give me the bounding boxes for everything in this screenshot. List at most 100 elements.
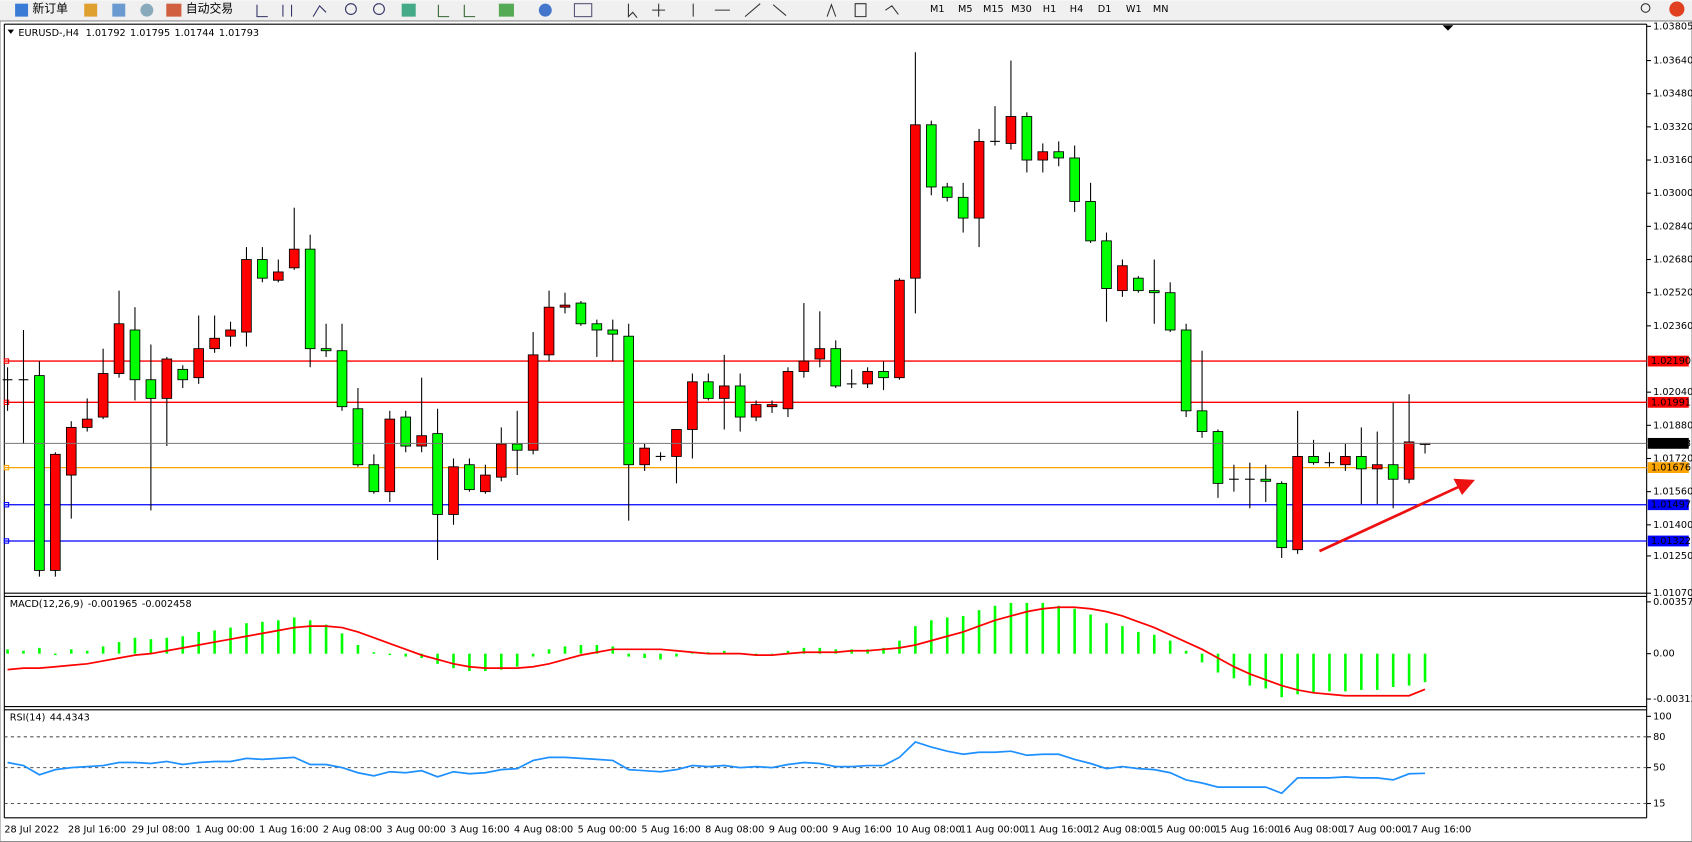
x-tick-label: 8 Aug 08:00 [705, 825, 764, 836]
candle-body [926, 124, 937, 188]
candle-body [639, 447, 650, 466]
level-marker [3, 502, 10, 508]
candle-body [97, 373, 109, 418]
alerts[interactable] [1669, 1, 1685, 17]
timeframe-button[interactable]: M15 [983, 4, 1004, 15]
tool-icon[interactable] [140, 3, 154, 17]
macd-bar [404, 653, 408, 657]
candle-body [320, 348, 332, 352]
x-tick-label: 15 Aug 16:00 [1215, 825, 1280, 836]
level-price-box [1647, 462, 1689, 474]
candle-body [511, 443, 523, 451]
timeframe-button[interactable]: MN [1153, 4, 1169, 15]
candle-body [400, 416, 412, 447]
macd-bar [627, 653, 630, 657]
macd-bar [515, 653, 519, 667]
candle-body [113, 323, 125, 374]
candle-body [304, 248, 316, 350]
periods[interactable] [538, 3, 552, 17]
candle-body [193, 348, 204, 379]
candle-body [1260, 478, 1272, 482]
candle-body [1069, 157, 1080, 202]
macd-bar [1105, 623, 1108, 654]
candle-body [480, 474, 491, 493]
templates[interactable] [573, 3, 593, 18]
candle-body [973, 140, 985, 219]
candle-body [495, 443, 507, 478]
timeframe-button[interactable]: M5 [958, 4, 973, 15]
candle-body [257, 259, 268, 279]
timeframe-button[interactable]: H1 [1043, 4, 1056, 15]
candle-body [432, 433, 443, 515]
x-tick-label: 10 Aug 08:00 [896, 825, 961, 836]
macd-title: MACD(12,26,9) [10, 599, 84, 610]
tile-windows[interactable] [401, 3, 416, 17]
candle-body [559, 304, 571, 308]
chart-type-icons[interactable] [256, 4, 327, 18]
candle-body [575, 302, 587, 325]
x-tick-label: 5 Aug 16:00 [641, 825, 700, 836]
macd-bar [1248, 653, 1252, 686]
open: 1.01792 [86, 28, 126, 39]
tool-icon[interactable] [84, 3, 98, 17]
rsi-header: RSI(14) 44.4343 [10, 712, 90, 723]
macd-bar [245, 623, 248, 654]
candle-body [1085, 201, 1096, 242]
timeframe-button[interactable]: W1 [1126, 4, 1142, 15]
tool-icon[interactable] [112, 3, 126, 17]
macd-header: MACD(12,26,9) -0.001965 -0.002458 [10, 599, 192, 610]
candle-body [225, 329, 236, 337]
macd-bar [1216, 653, 1220, 673]
y-tick-label: 0.003573 [1653, 597, 1692, 608]
zoom-in[interactable] [344, 3, 357, 16]
macd-bar [1375, 653, 1379, 690]
timeframe-button[interactable]: H4 [1070, 4, 1083, 15]
zoom-out[interactable] [373, 3, 385, 16]
candle-body [607, 329, 619, 335]
macd-bar [1200, 653, 1204, 663]
menu-arrow[interactable] [7, 29, 15, 34]
x-tick-label: 5 Aug 00:00 [578, 825, 637, 836]
candle-body [1356, 455, 1367, 470]
macd-bar [1089, 614, 1092, 654]
x-tick-label: 1 Aug 00:00 [195, 825, 254, 836]
candle-body [1403, 441, 1415, 480]
candle-body [352, 408, 364, 466]
candle-body [1148, 290, 1160, 294]
macd-bar [388, 653, 392, 656]
drawing-tools[interactable] [627, 3, 899, 19]
macd-bar [722, 650, 726, 654]
new-order-icon[interactable] [15, 3, 29, 17]
y-tick-label: 1.03640 [1653, 56, 1692, 67]
candle-body [1005, 116, 1017, 144]
auto-trading-icon[interactable] [166, 3, 182, 17]
indicators[interactable] [498, 3, 514, 17]
scroll-icons[interactable] [437, 4, 476, 18]
candle-body [336, 350, 348, 408]
candle-body [766, 404, 778, 408]
new-order-button[interactable]: 新订单 [32, 2, 68, 16]
timeframe-button[interactable]: M1 [930, 4, 945, 15]
search[interactable] [1640, 3, 1651, 13]
candle-body [384, 418, 396, 493]
timeframe-button[interactable]: D1 [1098, 4, 1112, 15]
macd-bar [38, 647, 41, 654]
macd-bar [197, 631, 200, 654]
candle-body [448, 466, 459, 515]
candle-body [161, 358, 173, 399]
macd-bar [1312, 653, 1315, 693]
shift-marker[interactable] [1442, 25, 1454, 31]
macd-bar [1137, 631, 1140, 654]
x-tick-label: 15 Aug 00:00 [1151, 825, 1216, 836]
x-tick-label: 12 Aug 08:00 [1087, 825, 1152, 836]
candle-body [1053, 151, 1065, 159]
macd-bar [6, 649, 9, 654]
candle-body [734, 385, 746, 418]
x-tick-label: 29 Jul 08:00 [132, 825, 190, 836]
candle-body [34, 375, 45, 571]
timeframe-button[interactable]: M30 [1011, 4, 1032, 15]
macd-bar [1344, 653, 1347, 692]
auto-trading-button[interactable]: 自动交易 [186, 2, 233, 16]
